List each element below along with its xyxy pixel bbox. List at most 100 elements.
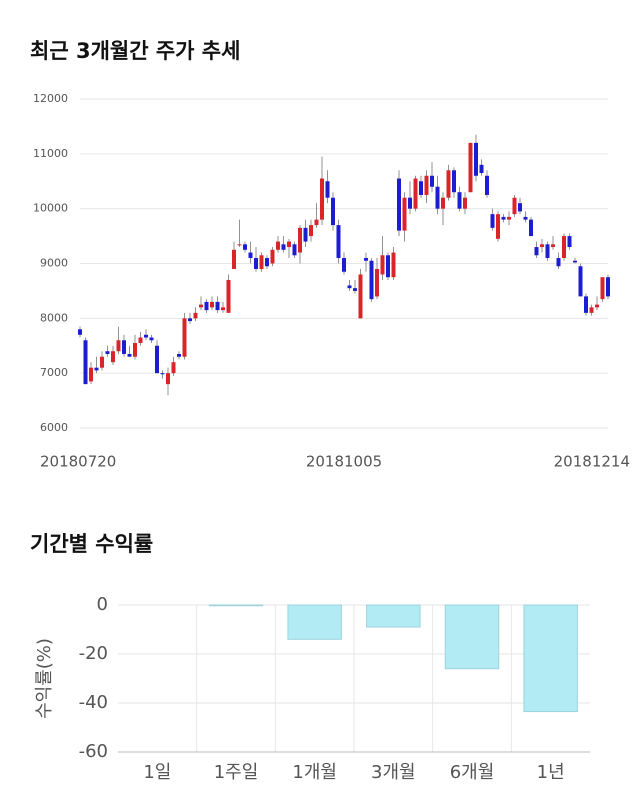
x-tick-label: 1개월 [292,762,337,783]
candle-body [501,216,506,220]
chart-title: 최근 3개월간 주가 추세 [30,39,240,63]
candle-body [188,318,192,322]
candle-body [584,296,588,313]
candle-body [468,142,473,193]
bar [208,604,264,607]
candle-body [215,301,220,311]
candle-body [391,252,396,278]
bar [523,604,578,713]
candle-body [309,225,313,237]
candle-body [78,329,82,335]
chart-title: 기간별 수익률 [30,532,153,556]
candle-body [529,219,533,237]
candle-body [347,285,352,289]
candle-body [408,197,412,209]
x-tick-label: 20181214 [554,453,630,471]
candle-body [226,279,231,313]
candle-body [518,203,522,212]
bar [444,604,500,670]
candle-body [413,178,418,209]
candle-body [457,192,462,209]
candle-body [551,244,555,248]
candle-body [496,214,500,239]
bar [287,604,342,640]
candle-body [281,244,286,250]
candle-body [474,142,478,176]
candle-body [111,351,115,363]
candle-body [166,373,170,385]
y-tick-label: 9000 [40,257,68,270]
candle-body [243,244,247,250]
candle-body [331,197,335,226]
candle-body [512,197,517,215]
candle-body [578,266,583,297]
candle-body [248,252,253,259]
candle-body [485,175,489,195]
candle-body [94,367,99,371]
candle-body [210,301,214,308]
y-axis-label: 수익률(%) [34,638,55,719]
candle-body [364,258,368,261]
candle-body [589,307,594,313]
bar [366,604,421,628]
candle-body [314,219,319,226]
candle-body [182,318,187,357]
candle-body [507,216,511,220]
candle-body [523,216,528,220]
candle-body [320,178,324,220]
candle-body [270,249,275,264]
x-tick-label: 1주일 [214,762,259,783]
candle-body [402,197,407,231]
y-tick-label: -40 [79,692,108,713]
candle-body [105,351,110,354]
candle-body [144,334,148,338]
candle-body [100,356,104,368]
candle-body [122,340,126,354]
candle-body [303,227,308,242]
x-tick-label: 20181005 [306,453,382,471]
candle-body [237,244,242,246]
candle-body [358,274,363,319]
x-tick-label: 1년 [537,762,565,783]
candle-body [254,258,258,269]
candle-body [435,186,440,209]
candle-body [336,225,341,259]
candle-body [292,244,297,256]
candle-body [386,255,390,278]
candle-body [490,214,495,228]
candle-body [595,304,599,308]
candle-body [160,373,165,375]
candle-body [479,164,484,174]
x-tick-label: 20180720 [40,453,116,471]
y-tick-label: 11000 [33,147,68,160]
candle-body [342,258,346,272]
candle-body [562,236,566,259]
y-tick-label: 10000 [33,202,68,215]
y-tick-label: 0 [97,594,108,615]
candle-body [375,268,379,297]
candle-body [369,260,374,300]
candle-body [573,260,577,263]
y-tick-label: 8000 [40,311,68,324]
candle-body [534,247,539,256]
y-tick-label: -20 [79,643,108,664]
candle-body [265,258,269,267]
candle-body [540,244,544,248]
candle-body [600,277,605,300]
candle-body [133,343,137,357]
candle-body [204,301,209,311]
candle-body [556,258,561,267]
candle-body [155,345,159,374]
x-tick-label: 6개월 [450,762,495,783]
candle-body [287,241,291,248]
candle-body [606,277,610,297]
candle-body [545,244,550,259]
candle-body [380,255,385,275]
candle-body [127,353,132,357]
candle-body [177,353,181,357]
candle-body [116,340,121,352]
candle-body [259,255,264,269]
candle-body [138,337,143,344]
